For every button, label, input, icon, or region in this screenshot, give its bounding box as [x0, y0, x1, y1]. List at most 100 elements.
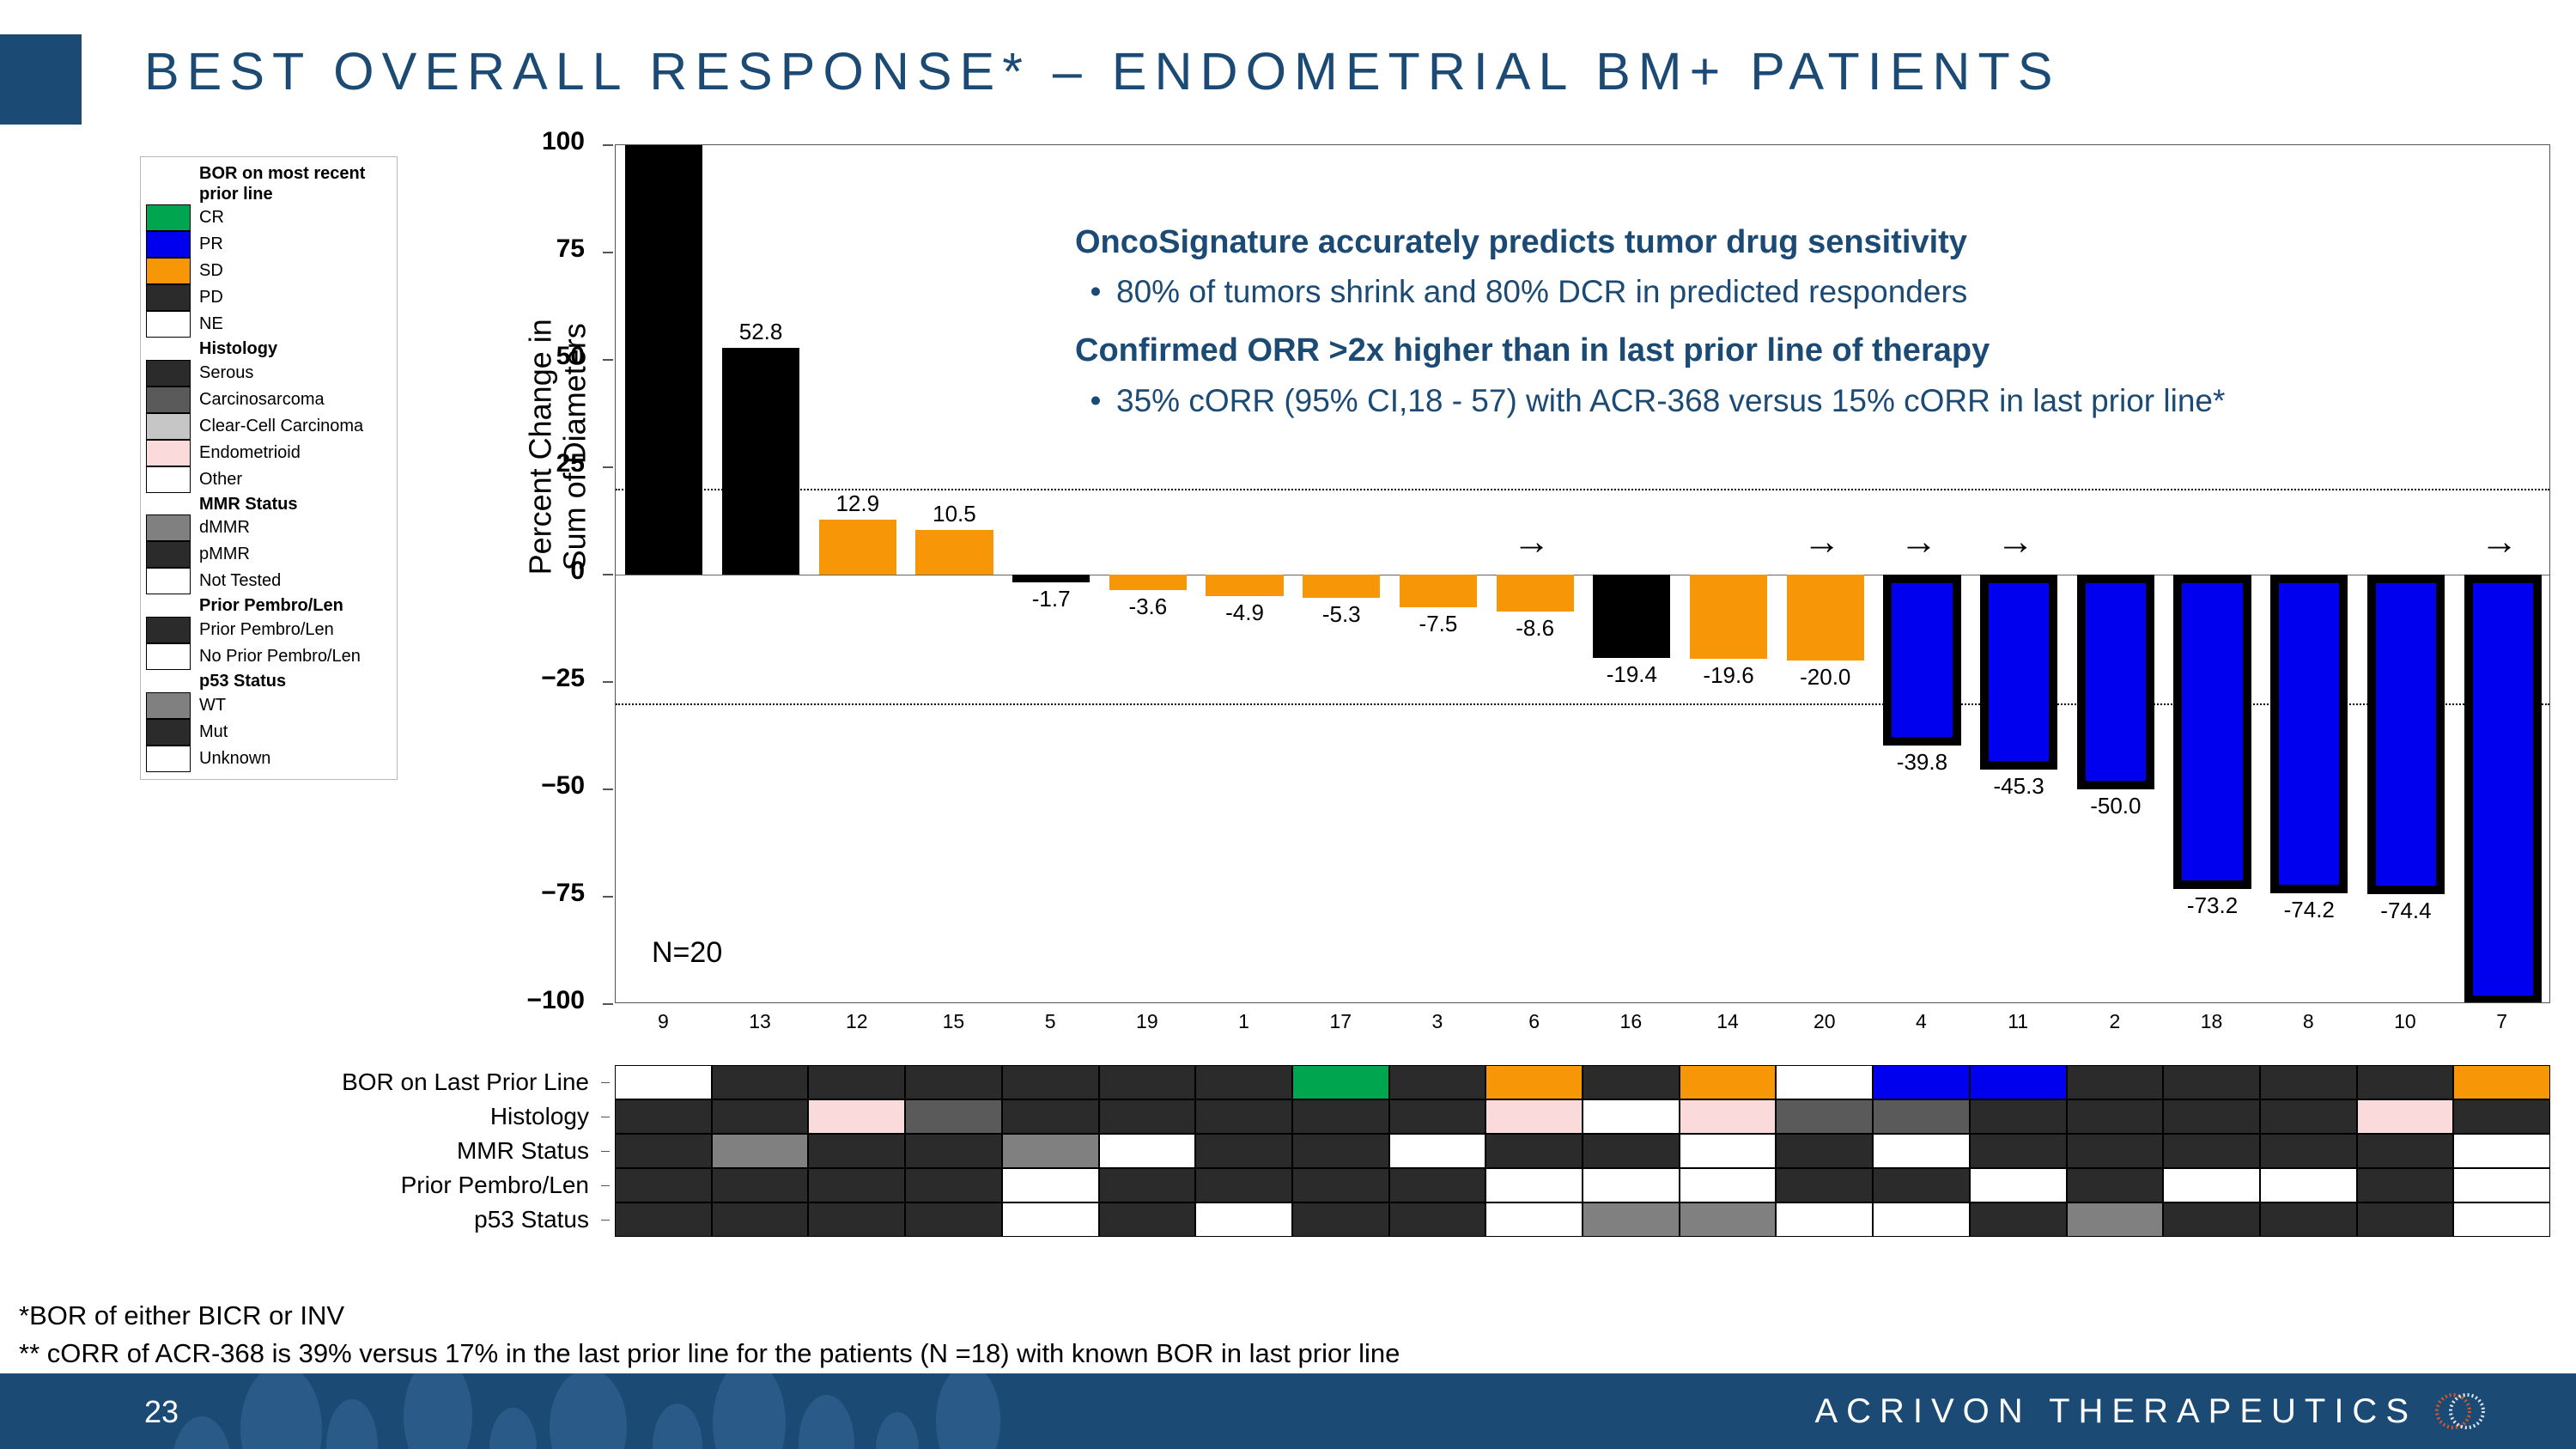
- x-axis-tick-label: 13: [749, 1010, 771, 1032]
- acrivon-logo-icon: [2435, 1393, 2485, 1429]
- x-axis-tick-label: 8: [2302, 1010, 2314, 1032]
- ongoing-treatment-arrow-icon: →: [1899, 521, 1938, 563]
- y-axis-tick-mark: [603, 466, 613, 468]
- legend-item: Clear-Cell Carcinoma: [146, 412, 392, 440]
- annotation-cell: [1679, 1202, 1777, 1237]
- annotation-cell: [1001, 1134, 1099, 1168]
- annotation-cell: [1776, 1134, 1874, 1168]
- legend-item: CR: [146, 204, 392, 232]
- annotation-cell: [1388, 1065, 1486, 1099]
- annotation-cell: [1291, 1168, 1389, 1202]
- legend-item: Serous: [146, 359, 392, 387]
- y-axis-title: Percent Change in Sum of Diameters: [523, 266, 593, 627]
- y-axis-tick-mark: [603, 359, 613, 361]
- waterfall-bar: [1399, 575, 1478, 607]
- annotation-cell: [1776, 1065, 1874, 1099]
- waterfall-bar: [2076, 575, 2154, 789]
- annotation-heatmap: [615, 1065, 2551, 1237]
- x-axis-tick-label: 19: [1136, 1010, 1158, 1032]
- annotation-cell: [1098, 1065, 1196, 1099]
- x-axis-tick-label: 4: [1916, 1010, 1927, 1032]
- waterfall-bar: [818, 519, 896, 575]
- annotation-row-label: p53 Status: [474, 1206, 589, 1233]
- annotation-cell: [2163, 1065, 2260, 1099]
- annotation-cell: [2066, 1202, 2164, 1237]
- callout-heading-2: Confirmed ORR >2x higher than in last pr…: [1075, 332, 1990, 369]
- reference-gridline: [616, 703, 2549, 705]
- annotation-row-label: BOR on Last Prior Line: [342, 1068, 589, 1095]
- annotation-row-labels: BOR on Last Prior Line Histology MMR Statu…: [0, 1065, 601, 1237]
- annotation-cell: [808, 1168, 906, 1202]
- annotation-cell: [615, 1065, 712, 1099]
- annotation-cell: [2453, 1202, 2551, 1237]
- legend-item-label: Not Tested: [199, 571, 282, 591]
- legend-swatch: [146, 311, 191, 338]
- legend-item: Unknown: [146, 745, 392, 772]
- x-axis-tick-label: 7: [2496, 1010, 2508, 1032]
- annotation-cell: [2259, 1134, 2357, 1168]
- legend-item: pMMR: [146, 541, 392, 569]
- bar-value-label: -50.0: [2090, 793, 2142, 819]
- annotation-cell: [2356, 1168, 2454, 1202]
- chart-legend: BOR on most recent prior line CR PR SD PD NE H…: [140, 156, 398, 780]
- callout-bullet-1: • 80% of tumors shrink and 80% DCR in pr…: [1075, 271, 2535, 313]
- annotation-cell: [1679, 1134, 1777, 1168]
- annotation-cell: [1485, 1168, 1583, 1202]
- footer-bar: 23 ACRIVON THERAPEUTICS: [0, 1373, 2576, 1449]
- annotation-cell: [615, 1202, 712, 1237]
- page-title: BEST OVERALL RESPONSE* – ENDOMETRIAL BM+…: [144, 42, 2061, 100]
- annotation-cell: [1195, 1168, 1292, 1202]
- annotation-cell: [808, 1134, 906, 1168]
- annotation-cell: [905, 1168, 1002, 1202]
- legend-swatch: [146, 284, 191, 312]
- bar-value-label: -19.4: [1606, 661, 1657, 687]
- annotation-cell: [615, 1168, 712, 1202]
- annotation-cell: [905, 1134, 1002, 1168]
- annotation-table-row: [615, 1099, 2551, 1134]
- legend-item-label: WT: [199, 695, 227, 715]
- waterfall-bar: [1980, 575, 2058, 770]
- annotation-cell: [2453, 1065, 2551, 1099]
- annotation-cell: [1098, 1202, 1196, 1237]
- annotation-cell: [1098, 1168, 1196, 1202]
- bar-value-label: -4.9: [1225, 599, 1264, 625]
- annotation-cell: [1969, 1134, 2067, 1168]
- annotation-cell: [2066, 1134, 2164, 1168]
- sample-size-label: N=20: [652, 936, 723, 969]
- annotation-cell: [615, 1099, 712, 1134]
- ongoing-treatment-arrow-icon: →: [2480, 521, 2518, 563]
- legend-item-label: PR: [199, 234, 223, 254]
- legend-item-label: CR: [199, 208, 224, 228]
- annotation-cell: [2453, 1168, 2551, 1202]
- annotation-cell: [1388, 1168, 1486, 1202]
- legend-item-label: Mut: [199, 721, 228, 741]
- waterfall-bar: [1786, 575, 1864, 661]
- footer-decoration-dot: [936, 1373, 1000, 1449]
- annotation-cell: [1969, 1099, 2067, 1134]
- annotation-cell: [2163, 1099, 2260, 1134]
- annotation-cell: [905, 1099, 1002, 1134]
- legend-item-label: Other: [199, 469, 243, 489]
- callout-bullet-2: • 35% cORR (95% CI,18 - 57) with ACR-368…: [1075, 381, 2535, 422]
- legend-swatch: [146, 386, 191, 413]
- waterfall-bar: [1593, 575, 1671, 658]
- annotation-row-tick: [601, 1185, 610, 1186]
- x-axis-tick-label: 6: [1528, 1010, 1540, 1032]
- annotation-cell: [808, 1099, 906, 1134]
- footer-decoration-dot: [799, 1395, 854, 1449]
- legend-item-label: NE: [199, 314, 223, 334]
- annotation-cell: [1873, 1065, 1970, 1099]
- y-axis-tick-mark: [603, 1003, 613, 1005]
- title-accent-block: [0, 34, 82, 125]
- legend-group-title: Prior Pembro/Len: [199, 596, 343, 616]
- y-axis-tick-label: −50: [541, 771, 585, 800]
- callout-text-block: OncoSignature accurately predicts tumor …: [1075, 222, 2535, 422]
- bar-value-label: 10.5: [933, 500, 976, 527]
- legend-item: dMMR: [146, 514, 392, 542]
- annotation-cell: [1873, 1134, 1970, 1168]
- bar-value-label: 12.9: [835, 490, 880, 516]
- waterfall-bar: [915, 529, 993, 575]
- y-axis-tick-label: −75: [541, 879, 585, 907]
- annotation-cell: [1969, 1065, 2067, 1099]
- annotation-cell: [1679, 1099, 1777, 1134]
